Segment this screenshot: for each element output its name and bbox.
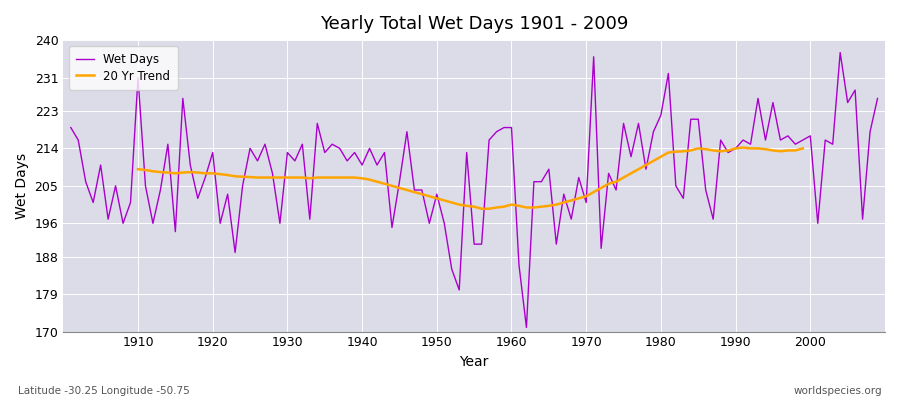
Wet Days <box>835 50 846 55</box>
20 Yr Trend <box>334 175 345 180</box>
Wet Days <box>872 96 883 101</box>
Wet Days <box>521 325 532 330</box>
Wet Days <box>506 125 517 130</box>
Title: Yearly Total Wet Days 1901 - 2009: Yearly Total Wet Days 1901 - 2009 <box>320 15 628 33</box>
X-axis label: Year: Year <box>460 355 489 369</box>
Wet Days <box>290 158 301 163</box>
Wet Days <box>125 200 136 205</box>
20 Yr Trend <box>738 145 749 150</box>
Legend: Wet Days, 20 Yr Trend: Wet Days, 20 Yr Trend <box>69 46 177 90</box>
20 Yr Trend <box>603 181 614 186</box>
20 Yr Trend <box>222 173 233 178</box>
20 Yr Trend <box>476 206 487 211</box>
Wet Days <box>603 171 614 176</box>
Wet Days <box>334 146 345 151</box>
Line: 20 Yr Trend: 20 Yr Trend <box>138 148 803 209</box>
20 Yr Trend <box>707 148 718 153</box>
Line: Wet Days: Wet Days <box>71 53 878 328</box>
Wet Days <box>499 125 509 130</box>
20 Yr Trend <box>132 167 143 172</box>
20 Yr Trend <box>782 148 793 153</box>
Y-axis label: Wet Days: Wet Days <box>15 153 29 219</box>
20 Yr Trend <box>693 146 704 151</box>
Text: Latitude -30.25 Longitude -50.75: Latitude -30.25 Longitude -50.75 <box>18 386 190 396</box>
Text: worldspecies.org: worldspecies.org <box>794 386 882 396</box>
20 Yr Trend <box>797 146 808 151</box>
Wet Days <box>66 125 77 130</box>
